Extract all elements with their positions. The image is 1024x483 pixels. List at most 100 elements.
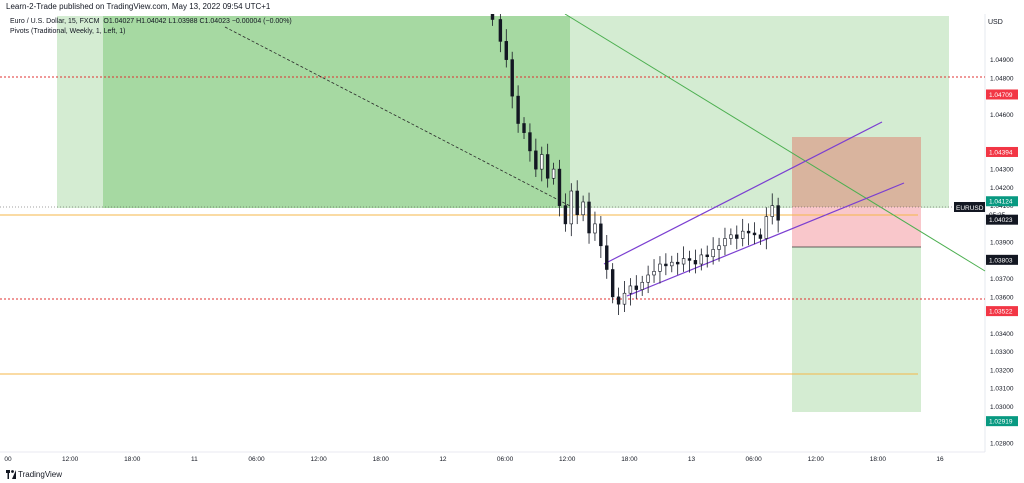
candle-body xyxy=(675,261,680,265)
price-tick-label: 1.04300 xyxy=(990,167,1014,174)
candle-body xyxy=(593,223,597,234)
price-tag-bg xyxy=(986,254,1018,265)
candle-body xyxy=(498,19,503,42)
candle-body xyxy=(681,258,686,265)
price-tick-label: 1.03600 xyxy=(990,294,1014,301)
candle-body xyxy=(581,201,585,216)
price-tag-bg xyxy=(986,416,1018,427)
legend-symbol[interactable]: Euro / U.S. Dollar, 15, FXCM xyxy=(10,18,100,25)
time-tick-label: 18:00 xyxy=(870,456,887,463)
legend-symbol-row: Euro / U.S. Dollar, 15, FXCM O1.04027 H1… xyxy=(10,17,292,27)
publisher-text: Learn-2-Trade published on TradingView.c… xyxy=(6,2,271,11)
candle-body xyxy=(729,234,733,239)
candle-body xyxy=(628,285,633,294)
candle-body xyxy=(551,168,556,179)
price-tag-bg xyxy=(986,196,1018,207)
price-tick-label: 1.02800 xyxy=(990,440,1014,447)
chart-legend: Euro / U.S. Dollar, 15, FXCM O1.04027 H1… xyxy=(10,17,292,37)
stop-loss-zone-bottom xyxy=(792,207,921,247)
currency-label[interactable]: USD xyxy=(988,19,1003,26)
price-tick-label: 1.03900 xyxy=(990,240,1014,247)
publisher-header: Learn-2-Trade published on TradingView.c… xyxy=(0,0,1024,14)
candle-body xyxy=(634,285,639,290)
candle-body xyxy=(569,190,574,225)
candle-body xyxy=(699,254,704,265)
candle-body xyxy=(646,274,650,283)
time-tick-label: 12:00 xyxy=(62,456,79,463)
price-tick-label: 1.04100 xyxy=(990,203,1014,210)
legend-pivots[interactable]: Pivots (Traditional, Weekly, 1, Left, 1) xyxy=(10,28,126,35)
candle-body xyxy=(563,205,568,225)
candle-body xyxy=(490,14,495,20)
time-tick-label: 16 xyxy=(936,456,944,463)
price-tick-label: 1.03400 xyxy=(990,331,1014,338)
price-tick-label: 1.03200 xyxy=(990,367,1014,374)
time-tick-label: 06:00 xyxy=(248,456,265,463)
price-tags: 1.04709 1.04394 1.04124 1.04023 1.03803 1.035… xyxy=(986,89,1018,427)
price-tag-bg xyxy=(986,306,1018,317)
candle-body xyxy=(693,260,698,265)
time-tick-label: 12:00 xyxy=(311,456,328,463)
tradingview-brand[interactable]: TradingView xyxy=(18,470,63,479)
candle-body xyxy=(504,41,508,60)
price-chart[interactable]: 1.04900 1.04800 1.04600 1.04300 1.04200 1.041… xyxy=(0,14,1024,466)
candle-body xyxy=(516,95,520,124)
candle-body xyxy=(610,269,615,298)
price-tag-label: 1.04394 xyxy=(989,149,1013,156)
time-tick-label: 18:00 xyxy=(373,456,390,463)
symbol-tag-bg xyxy=(954,202,985,212)
candle-body xyxy=(711,249,715,258)
candle-body xyxy=(540,154,544,170)
time-tick-label: 12 xyxy=(439,456,447,463)
tradingview-logo-icon[interactable] xyxy=(6,470,16,479)
candle-body xyxy=(658,263,662,272)
candle-body xyxy=(758,234,763,239)
candle-body xyxy=(545,154,550,179)
stop-loss-zone-top xyxy=(792,137,921,207)
time-ticks: 00 12:00 18:00 11 06:00 12:00 18:00 12 06:00 12:0… xyxy=(4,456,944,463)
price-tag-bg xyxy=(986,146,1018,157)
candle-body xyxy=(652,271,656,276)
price-tag-label: 1.04124 xyxy=(989,199,1013,206)
price-tag-label: 1.02919 xyxy=(989,419,1013,426)
candle-body xyxy=(510,59,514,97)
channel-lower-line xyxy=(626,182,905,297)
candle-body xyxy=(776,205,780,221)
candle-body xyxy=(640,281,644,290)
candle-body xyxy=(746,230,751,234)
price-tag-label: 1.04023 xyxy=(989,217,1013,224)
dashed-trend-line xyxy=(224,26,573,208)
candle-body xyxy=(764,216,769,239)
candle-body xyxy=(770,205,774,217)
price-tick-label: 1.04900 xyxy=(990,57,1014,64)
candle-body xyxy=(622,292,627,305)
candle-body xyxy=(522,123,526,133)
candle-body xyxy=(740,230,745,239)
price-tick-label: 1.04800 xyxy=(990,75,1014,82)
green-trend-line xyxy=(564,14,986,272)
candle-body xyxy=(687,258,692,261)
candle-body xyxy=(723,238,727,247)
time-tick-label: 13 xyxy=(688,456,696,463)
price-tick-label: 1.03300 xyxy=(990,349,1014,356)
time-tick-label: 06:00 xyxy=(497,456,514,463)
price-tick-label: 1.04600 xyxy=(990,112,1014,119)
price-tag-label: 1.03522 xyxy=(989,309,1013,316)
countdown-label: 05:25 xyxy=(989,212,1006,219)
candle-body xyxy=(528,132,532,152)
price-tick-label: 1.03700 xyxy=(990,276,1014,283)
candle-body xyxy=(752,232,757,236)
time-tick-label: 06:00 xyxy=(745,456,762,463)
candle-body xyxy=(717,245,721,250)
price-tick-label: 1.04200 xyxy=(990,185,1014,192)
price-ticks: 1.04900 1.04800 1.04600 1.04300 1.04200 1.041… xyxy=(990,57,1014,447)
time-tick-label: 18:00 xyxy=(621,456,638,463)
candle-body xyxy=(599,223,603,247)
time-tick-label: 12:00 xyxy=(808,456,825,463)
price-axis-panel[interactable] xyxy=(985,14,1024,466)
channel-upper-line xyxy=(603,121,883,265)
take-profit-zone-inner xyxy=(103,16,570,208)
candle-body xyxy=(557,168,562,206)
symbol-tag: EURUSD xyxy=(956,205,984,212)
price-tag-bg xyxy=(986,214,1018,225)
